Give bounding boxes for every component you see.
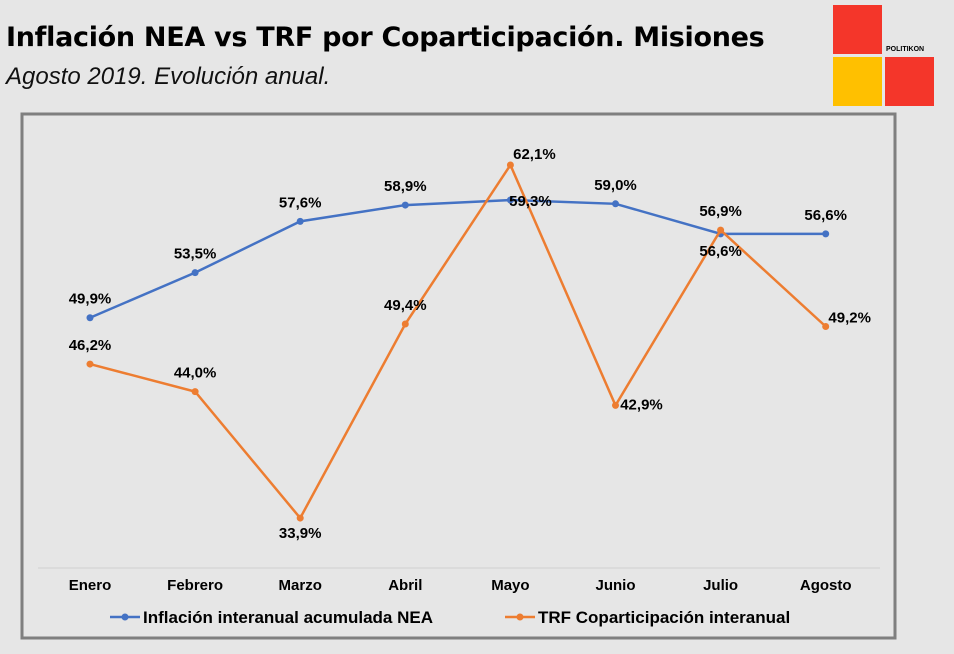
data-label: 33,9% [279, 525, 322, 542]
x-tick-label: Julio [703, 577, 738, 594]
data-label: 59,0% [594, 177, 637, 194]
x-tick-label: Abril [388, 577, 422, 594]
data-label: 46,2% [69, 337, 112, 354]
data-point [822, 230, 830, 238]
data-label: 49,4% [384, 297, 427, 314]
chart-frame [20, 112, 897, 640]
series-line-0 [89, 198, 826, 319]
data-point [191, 388, 199, 396]
logo-text: POLITIKON [886, 46, 925, 53]
data-point [612, 200, 619, 208]
data-label: 49,2% [828, 310, 871, 327]
logo-square-yellow [833, 57, 882, 106]
data-point [86, 314, 94, 322]
data-point [401, 320, 409, 328]
data-label: 49,9% [69, 291, 112, 308]
x-tick-label: Marzo [279, 577, 322, 594]
legend-label: TRF Coparticipación interanual [538, 608, 790, 627]
data-label: 58,9% [384, 178, 427, 195]
data-label: 53,5% [174, 246, 217, 263]
x-tick-label: Junio [596, 577, 636, 594]
chart-title: Inflación NEA vs TRF por Coparticipación… [6, 22, 765, 53]
data-label: 57,6% [279, 194, 322, 211]
x-tick-label: Agosto [800, 577, 852, 594]
chart-subtitle: Agosto 2019. Evolución anual. [6, 63, 331, 90]
x-tick-label: Mayo [491, 577, 529, 594]
x-tick-label: Febrero [167, 577, 223, 594]
data-point [717, 226, 725, 234]
data-point [191, 269, 199, 277]
x-tick-label: Enero [69, 577, 112, 594]
data-point [506, 196, 514, 204]
series-line-1 [89, 162, 827, 521]
logo-square-right [885, 57, 934, 106]
legend-swatch-marker [121, 613, 129, 621]
data-point [822, 323, 830, 331]
data-point [612, 401, 619, 409]
legend: Inflación interanual acumulada NEA TRF Co… [110, 608, 790, 627]
data-point [296, 217, 304, 225]
data-point [506, 161, 514, 169]
data-label: 56,6% [804, 207, 847, 224]
data-point [401, 201, 409, 209]
data-label: 56,9% [699, 203, 742, 220]
legend-label: Inflación interanual acumulada NEA [143, 608, 433, 627]
data-point [86, 360, 94, 368]
data-label: 44,0% [174, 365, 217, 382]
data-label: 56,6% [699, 243, 742, 260]
logo-square-top [833, 5, 882, 54]
legend-swatch-marker [516, 613, 524, 621]
data-label: 42,9% [620, 396, 663, 413]
data-point [296, 514, 304, 522]
data-label: 62,1% [513, 146, 556, 163]
data-label: 59,3% [509, 193, 552, 210]
